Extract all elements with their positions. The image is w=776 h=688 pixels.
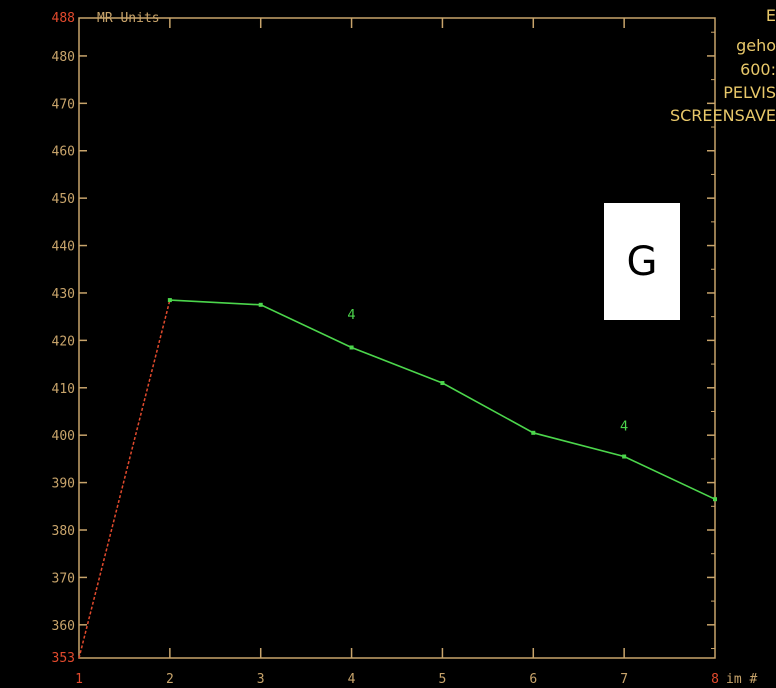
y-tick-label: 488 [52, 11, 75, 26]
x-tick-label: 5 [439, 672, 447, 687]
y-tick-label: 410 [52, 382, 75, 397]
x-axis-tick-labels: 1 2 3 4 5 6 7 8 [75, 672, 719, 687]
panel-label: G [626, 238, 658, 285]
series-line [169, 299, 716, 500]
y-axis-tick-labels: 353 360 370 380 390 400 410 420 430 440 450 460 470 4… [52, 11, 75, 666]
x-axis-ticks-top [169, 18, 625, 28]
y-tick-label: 470 [52, 97, 75, 112]
baseline-line [78, 299, 171, 659]
data-point [258, 302, 263, 307]
y-tick-label: 390 [52, 477, 75, 492]
y-tick-label: 353 [52, 651, 75, 666]
info-line-3: 600: [740, 60, 776, 79]
data-point [349, 345, 354, 350]
y-axis-title: MR Units [97, 11, 160, 26]
x-axis-ticks-bottom [169, 648, 625, 658]
x-tick-label: 6 [529, 672, 537, 687]
y-tick-label: 440 [52, 240, 75, 255]
series-annotation: 4 [620, 419, 628, 434]
series-layer [167, 298, 717, 502]
info-line-4: PELVIS [723, 83, 776, 102]
info-line-5: SCREENSAVE [669, 106, 776, 125]
y-tick-label: 480 [52, 50, 75, 65]
y-tick-label: 460 [52, 145, 75, 160]
x-tick-label: 4 [348, 672, 356, 687]
info-line-2: geho [736, 36, 776, 55]
x-tick-label: 8 [711, 672, 719, 687]
data-point [531, 430, 536, 435]
data-point [622, 454, 627, 459]
y-tick-label: 450 [52, 192, 75, 207]
x-tick-label: 7 [620, 672, 628, 687]
baseline-layer [78, 299, 171, 659]
y-tick-label: 360 [52, 619, 75, 634]
y-tick-label: 370 [52, 571, 75, 586]
panel-label-box: G [604, 203, 680, 320]
annotation-layer: 44 [347, 308, 628, 434]
y-tick-label: 380 [52, 524, 75, 539]
data-point [713, 497, 717, 502]
y-tick-label: 400 [52, 429, 75, 444]
data-point [167, 298, 172, 303]
x-tick-label: 1 [75, 672, 83, 687]
y-tick-label: 420 [52, 334, 75, 349]
x-tick-label: 3 [257, 672, 265, 687]
x-tick-label: 2 [166, 672, 174, 687]
x-axis-title: im # [726, 672, 757, 687]
series-annotation: 4 [347, 308, 355, 323]
y-axis-ticks-right [707, 31, 715, 650]
y-axis-ticks-left [79, 55, 87, 626]
plot-frame [78, 17, 716, 659]
info-line-1: E [765, 6, 776, 25]
data-point [440, 381, 445, 386]
y-tick-label: 430 [52, 287, 75, 302]
